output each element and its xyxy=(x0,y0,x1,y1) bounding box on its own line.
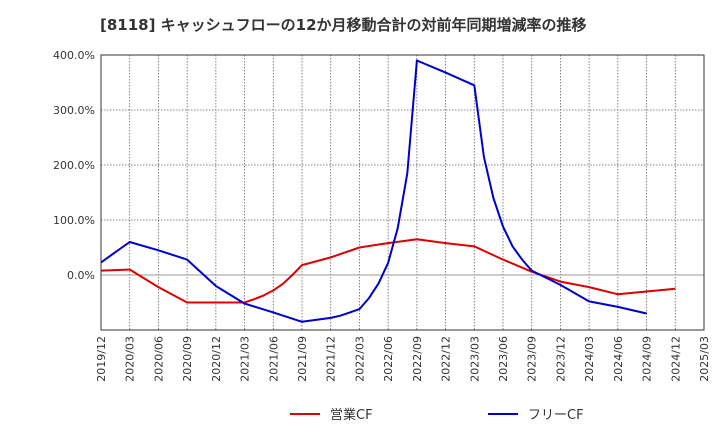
x-tick-label-4: 2020/12 xyxy=(210,336,223,382)
x-tick-label-18: 2024/06 xyxy=(612,336,625,382)
x-tick-label-8: 2021/12 xyxy=(325,336,338,382)
plot-frame xyxy=(100,54,705,331)
x-tick-label-17: 2024/03 xyxy=(583,336,596,382)
y-tick-label-0: 0.0% xyxy=(67,269,95,282)
legend: 営業CF フリーCF xyxy=(290,407,584,423)
x-tick-label-0: 2019/12 xyxy=(95,336,108,382)
x-tick-label-14: 2023/06 xyxy=(497,336,510,382)
x-tick-labels: 2019/12 2020/03 2020/06 2020/09 2020/12 2021/… xyxy=(95,336,711,382)
x-tick-label-6: 2021/06 xyxy=(267,336,280,382)
legend-label-0: 営業CF xyxy=(330,407,373,423)
chart-title: [8118] キャッシュフローの12か月移動合計の対前年同期増減率の推移 xyxy=(100,16,587,34)
series-line-0 xyxy=(100,238,676,304)
y-tick-label-1: 100.0% xyxy=(53,214,95,227)
y-tick-label-2: 200.0% xyxy=(53,159,95,172)
series-line-1 xyxy=(100,59,647,323)
x-tick-label-15: 2023/09 xyxy=(526,336,539,382)
x-tick-label-1: 2020/03 xyxy=(124,336,137,382)
x-tick-label-12: 2022/12 xyxy=(440,336,453,382)
x-tick-label-16: 2023/12 xyxy=(554,336,567,382)
x-tick-label-13: 2023/03 xyxy=(468,336,481,382)
y-tick-label-3: 300.0% xyxy=(53,104,95,117)
x-tick-label-3: 2020/09 xyxy=(181,336,194,382)
x-tick-label-9: 2022/03 xyxy=(353,336,366,382)
x-tick-label-19: 2024/09 xyxy=(641,336,654,382)
x-tick-label-20: 2024/12 xyxy=(669,336,682,382)
x-tick-label-10: 2022/06 xyxy=(382,336,395,382)
x-tick-label-21: 2025/03 xyxy=(698,336,711,382)
x-tick-label-11: 2022/09 xyxy=(411,336,424,382)
series-layer xyxy=(100,59,676,323)
y-tick-label-4: 400.0% xyxy=(53,49,95,62)
x-tick-label-2: 2020/06 xyxy=(152,336,165,382)
grid-layer xyxy=(100,54,705,330)
legend-label-1: フリーCF xyxy=(528,408,584,423)
x-tick-label-5: 2021/03 xyxy=(239,336,252,382)
y-tick-labels: 0.0% 100.0% 200.0% 300.0% 400.0% xyxy=(53,49,95,282)
x-tick-label-7: 2021/09 xyxy=(296,336,309,382)
